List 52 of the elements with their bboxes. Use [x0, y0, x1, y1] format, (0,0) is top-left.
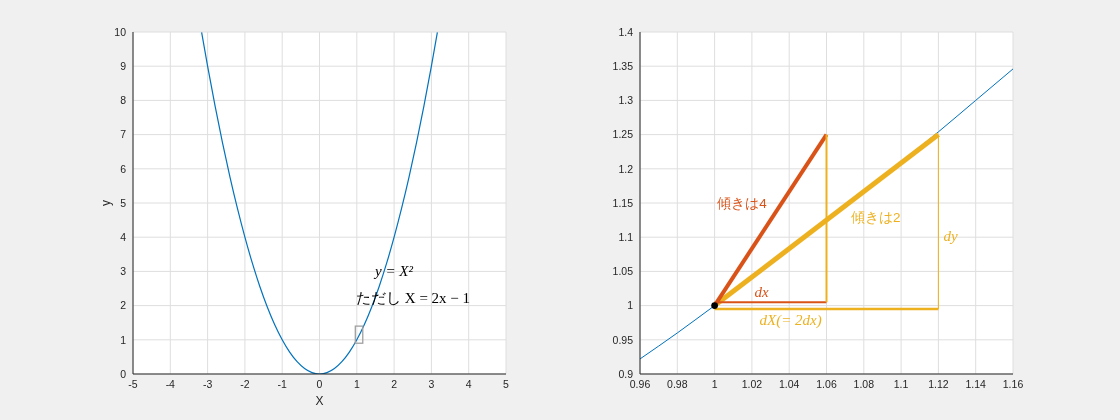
- x-tick-label: -2: [240, 378, 250, 391]
- y-tick-label: 0.9: [618, 367, 634, 380]
- y-axis-title: y: [99, 200, 113, 206]
- y-tick-label: 1.1: [618, 230, 634, 243]
- y-tick-label: 1.4: [618, 25, 634, 38]
- annotation: y = X²: [373, 263, 414, 280]
- x-tick-label: -5: [128, 378, 138, 391]
- y-tick-label: 1.15: [612, 196, 634, 209]
- y-tick-label: 2: [120, 299, 127, 312]
- y-tick-label: 1.25: [612, 128, 634, 141]
- y-tick-label: 1.05: [612, 265, 634, 278]
- x-tick-label: 2: [391, 378, 398, 391]
- y-tick-label: 7: [120, 128, 127, 141]
- x-tick-label: -4: [165, 378, 176, 391]
- x-tick-label: 1.06: [816, 378, 837, 391]
- series-label: dX(= 2dx): [759, 312, 822, 330]
- y-tick-label: 6: [120, 162, 127, 175]
- x-tick-label: 1.12: [928, 378, 949, 391]
- x-tick-label: 0: [316, 378, 323, 391]
- y-tick-label: 4: [120, 230, 127, 243]
- x-axis-title: X: [315, 394, 324, 408]
- x-tick-label: 1: [711, 378, 718, 391]
- y-tick-label: 1.2: [618, 162, 634, 175]
- series-label: dy: [943, 227, 958, 244]
- y-tick-label: 9: [120, 59, 127, 72]
- y-tick-label: 1: [627, 299, 634, 312]
- y-tick-label: 5: [120, 196, 127, 209]
- x-tick-label: 1: [353, 378, 360, 391]
- y-tick-label: 10: [114, 25, 127, 38]
- y-tick-label: 0.95: [612, 333, 634, 346]
- y-tick-label: 1.3: [618, 94, 634, 107]
- y-tick-label: 3: [120, 265, 127, 278]
- x-tick-label: 1.04: [778, 378, 800, 391]
- y-tick-label: 8: [120, 94, 127, 107]
- y-tick-label: 1.35: [612, 59, 634, 72]
- y-tick-label: 0: [120, 367, 127, 380]
- x-tick-label: -3: [202, 378, 213, 391]
- x-tick-label: 1.16: [1002, 378, 1024, 391]
- series-label: 傾きは2: [850, 209, 901, 225]
- y-tick-label: 1: [120, 333, 127, 346]
- x-tick-label: 5: [503, 378, 510, 391]
- x-tick-label: 1.14: [965, 378, 987, 391]
- x-tick-label: 4: [465, 378, 472, 391]
- series-label: dx: [754, 284, 770, 301]
- x-tick-label: 0.98: [667, 378, 688, 391]
- x-tick-label: 1.08: [853, 378, 875, 391]
- x-tick-label: 1.02: [741, 378, 763, 391]
- series-label: 傾きは4: [717, 195, 768, 211]
- x-tick-label: -1: [277, 378, 288, 391]
- x-tick-label: 3: [428, 378, 435, 391]
- x-tick-label: 1.1: [893, 378, 909, 391]
- x-tick-label: 0.96: [629, 378, 651, 391]
